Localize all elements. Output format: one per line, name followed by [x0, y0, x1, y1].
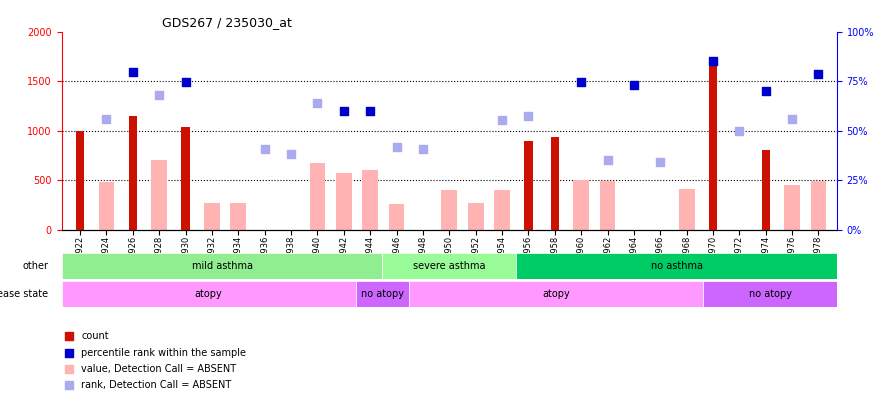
Bar	[181, 127, 189, 230]
Point	[574, 79, 589, 85]
Bar	[784, 185, 800, 230]
Text: mild asthma: mild asthma	[191, 261, 253, 271]
Text: atopy: atopy	[543, 289, 570, 299]
Bar	[524, 141, 533, 230]
FancyBboxPatch shape	[62, 253, 382, 279]
Point	[363, 108, 377, 114]
Text: value, Detection Call = ABSENT: value, Detection Call = ABSENT	[81, 364, 236, 374]
Bar	[441, 190, 457, 230]
Bar	[309, 163, 325, 230]
Point	[126, 69, 140, 75]
Point	[785, 116, 799, 122]
FancyBboxPatch shape	[62, 281, 356, 307]
FancyBboxPatch shape	[356, 281, 409, 307]
Bar	[76, 131, 85, 230]
Text: no atopy: no atopy	[361, 289, 404, 299]
Bar	[99, 182, 115, 230]
Bar	[389, 204, 404, 230]
Text: atopy: atopy	[195, 289, 223, 299]
Point	[337, 108, 351, 114]
Bar	[468, 203, 484, 230]
Bar	[811, 181, 826, 230]
Point	[513, 33, 527, 39]
Bar	[551, 137, 559, 230]
Text: no atopy: no atopy	[749, 289, 792, 299]
Text: percentile rank within the sample: percentile rank within the sample	[81, 348, 246, 358]
Bar	[678, 189, 694, 230]
Bar	[362, 170, 378, 230]
Point	[513, 180, 527, 186]
Bar	[204, 203, 220, 230]
Bar	[231, 203, 247, 230]
Point	[811, 71, 825, 77]
FancyBboxPatch shape	[703, 281, 837, 307]
Point	[513, 327, 527, 333]
Bar	[709, 63, 717, 230]
Bar	[152, 160, 167, 230]
Point	[257, 145, 271, 152]
Bar	[336, 173, 352, 230]
Point	[416, 145, 430, 152]
Text: no asthma: no asthma	[650, 261, 702, 271]
Text: severe asthma: severe asthma	[413, 261, 485, 271]
Point	[759, 88, 773, 94]
Point	[389, 143, 403, 150]
Bar	[761, 150, 770, 230]
Text: other: other	[22, 261, 48, 271]
Point	[627, 82, 641, 88]
Bar	[129, 116, 137, 230]
Point	[100, 116, 114, 122]
Point	[284, 151, 298, 158]
Bar	[600, 181, 616, 230]
Point	[495, 116, 509, 123]
Point	[152, 92, 167, 98]
Point	[706, 58, 720, 65]
Text: GDS267 / 235030_at: GDS267 / 235030_at	[162, 16, 292, 29]
Text: count: count	[81, 331, 108, 341]
Point	[522, 112, 536, 119]
FancyBboxPatch shape	[409, 281, 703, 307]
Text: disease state: disease state	[0, 289, 48, 299]
FancyBboxPatch shape	[382, 253, 516, 279]
Point	[601, 157, 615, 164]
Bar	[494, 190, 510, 230]
Point	[653, 159, 667, 166]
FancyBboxPatch shape	[516, 253, 837, 279]
Bar	[574, 180, 589, 230]
Point	[310, 100, 324, 106]
Text: rank, Detection Call = ABSENT: rank, Detection Call = ABSENT	[81, 381, 232, 390]
Point	[732, 128, 746, 134]
Point	[179, 79, 193, 85]
